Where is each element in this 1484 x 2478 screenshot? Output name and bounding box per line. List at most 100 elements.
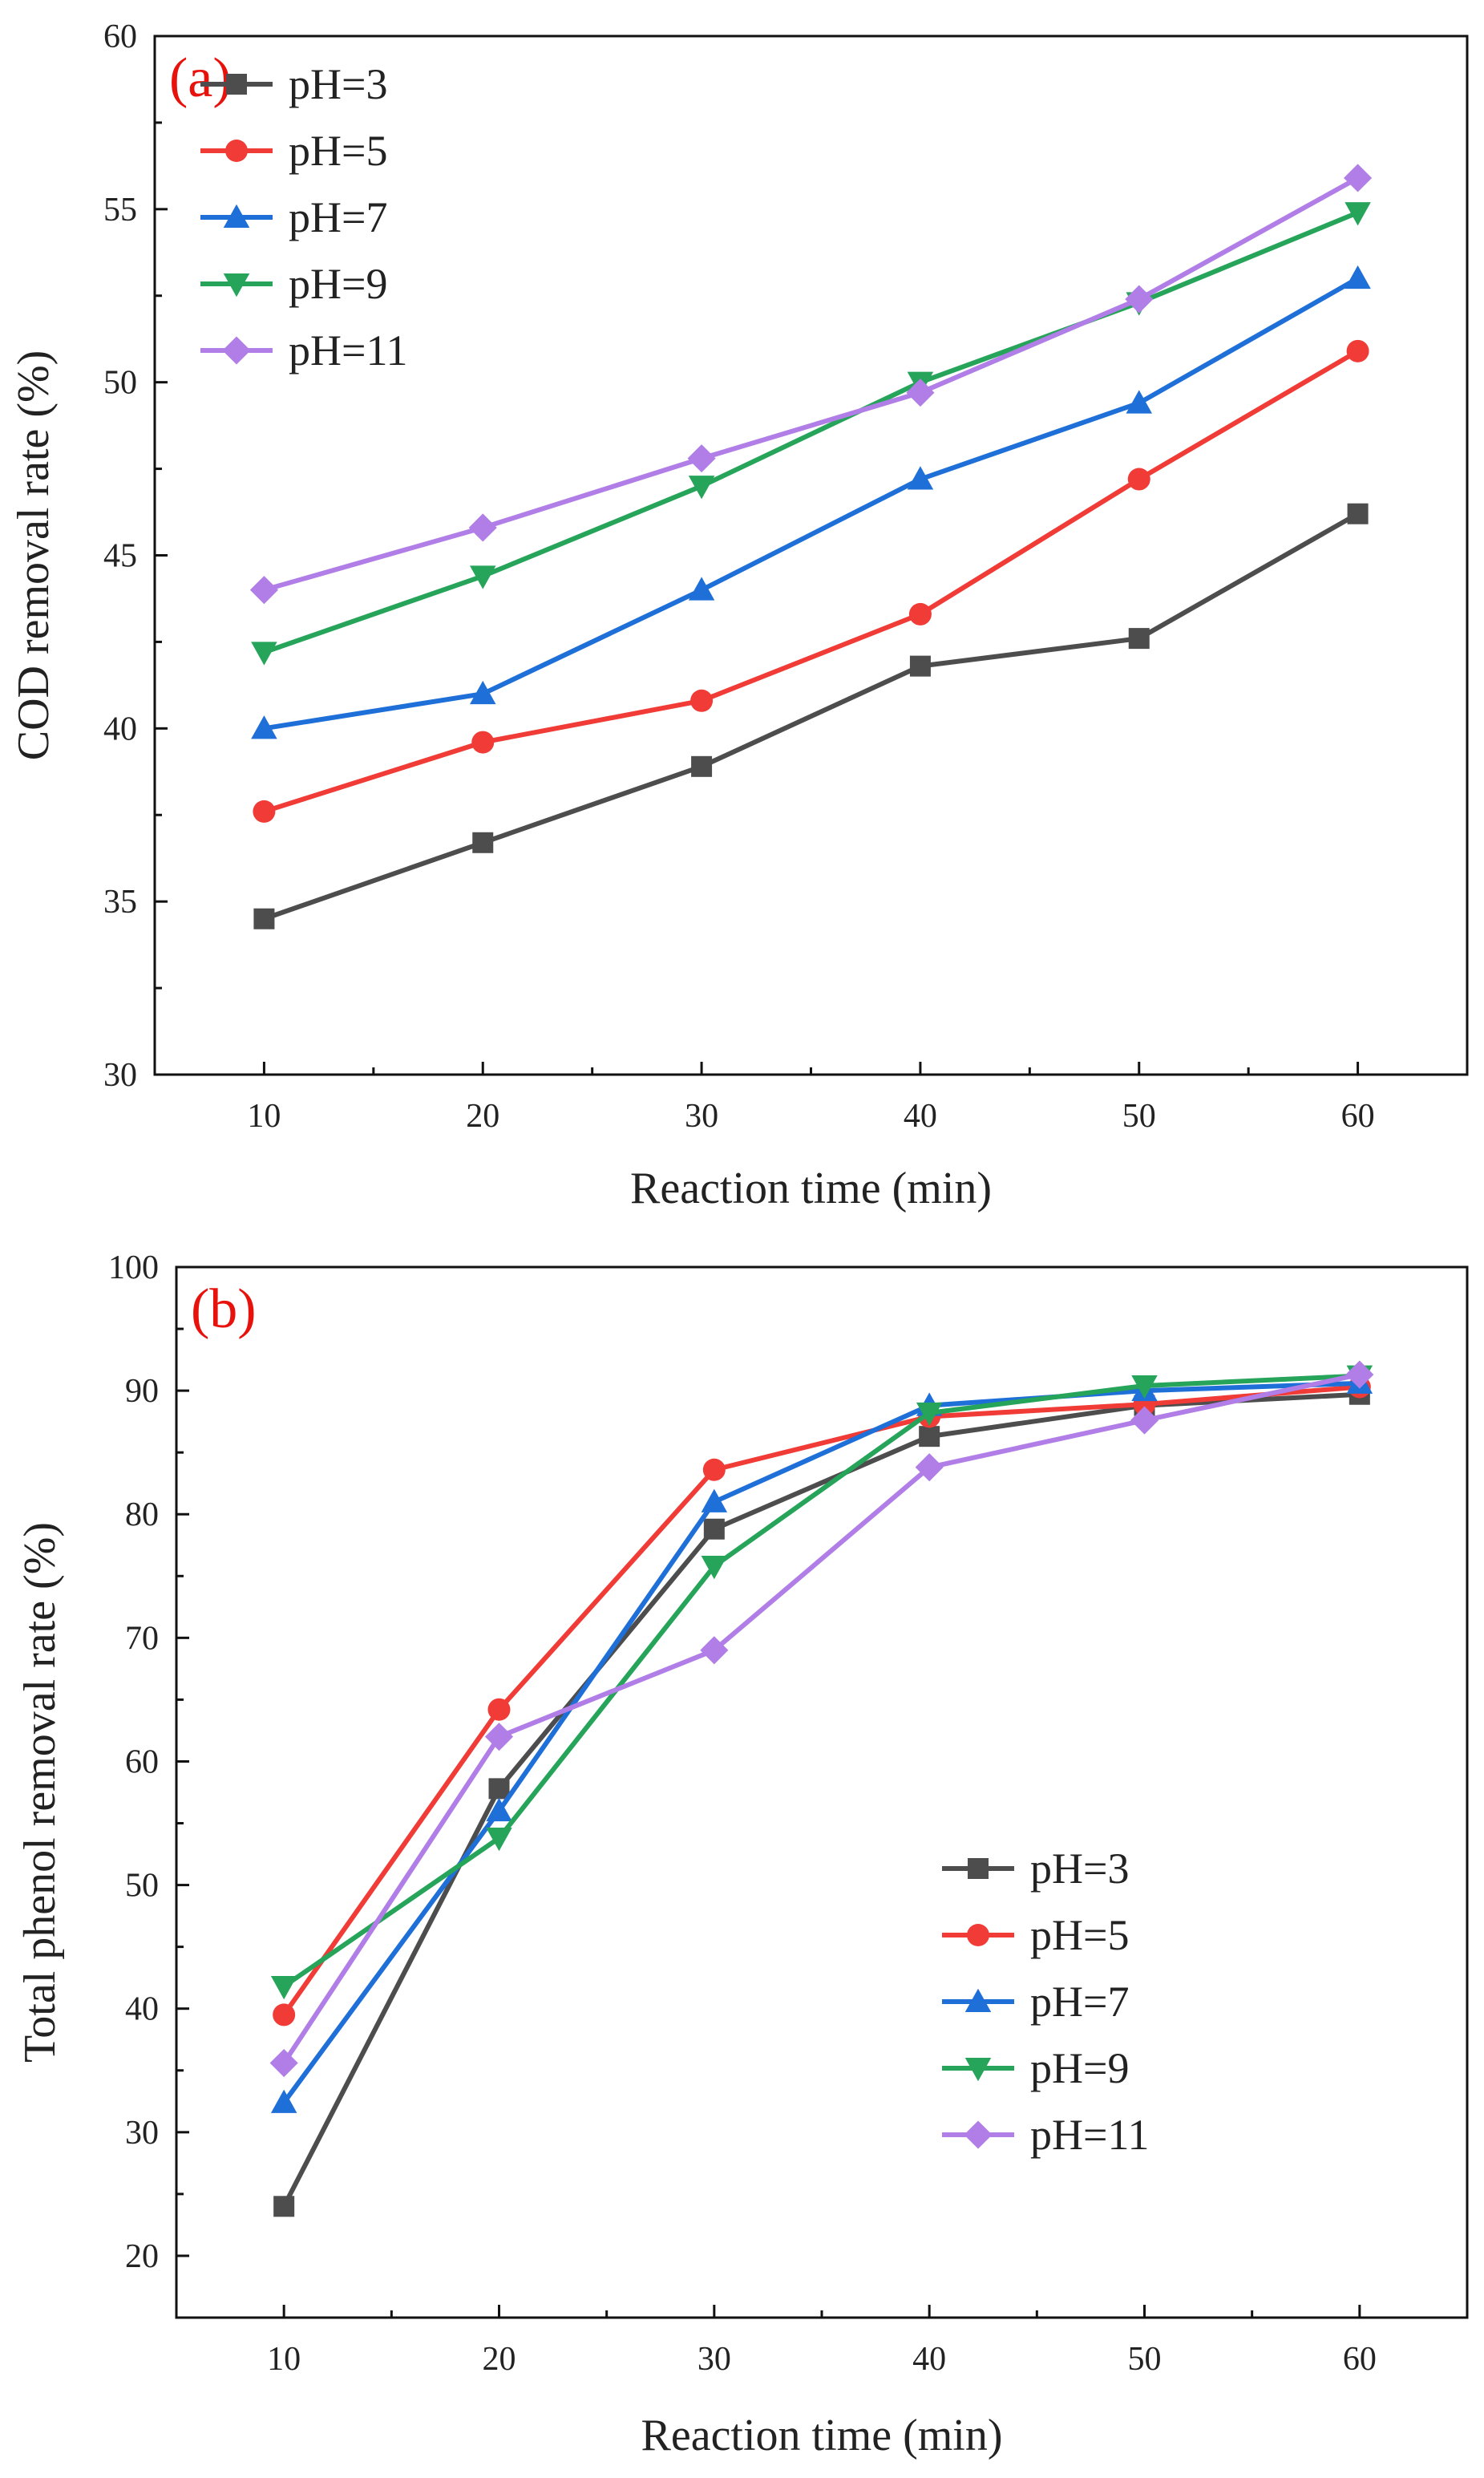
- legend-marker: [964, 2120, 993, 2149]
- series-pH=9: [270, 1365, 1373, 2000]
- data-point: [1127, 468, 1150, 491]
- data-point: [472, 832, 494, 853]
- x-tick-label: 10: [247, 1098, 281, 1135]
- data-point: [486, 1828, 512, 1852]
- x-tick-label: 40: [904, 1098, 937, 1135]
- legend-marker: [223, 273, 250, 298]
- data-point: [701, 1488, 728, 1512]
- data-point: [253, 908, 275, 929]
- x-tick-label: 30: [685, 1098, 718, 1135]
- series-line: [281, 1380, 1360, 2104]
- data-point: [1347, 503, 1369, 524]
- data-point: [273, 2196, 295, 2217]
- legend-label: pH=7: [289, 193, 387, 241]
- legend: pH=3 pH=5 pH=7 pH=9 pH=11: [942, 1844, 1149, 2159]
- panel-label: (a): [169, 47, 232, 109]
- x-tick-label: 60: [1343, 2341, 1377, 2378]
- data-point: [1131, 1375, 1158, 1399]
- y-tick-label: 60: [103, 18, 137, 55]
- series-line: [281, 1384, 1361, 2017]
- data-point: [915, 1453, 944, 1482]
- data-point: [251, 642, 277, 666]
- y-tick-label: 90: [125, 1373, 159, 1410]
- data-point: [249, 576, 278, 605]
- data-point: [687, 444, 716, 473]
- data-point: [486, 1797, 512, 1822]
- data-point: [1344, 265, 1371, 290]
- data-point: [251, 715, 277, 739]
- data-point: [690, 689, 714, 712]
- data-point: [907, 466, 934, 490]
- data-point: [468, 513, 497, 542]
- data-point: [700, 1636, 729, 1665]
- legend-marker: [967, 1924, 989, 1946]
- data-point: [270, 2089, 297, 2113]
- panel-label: (b): [191, 1278, 257, 1340]
- x-tick-label: 30: [698, 2341, 731, 2378]
- data-point: [269, 2048, 298, 2078]
- legend-label: pH=11: [289, 326, 407, 375]
- y-axis-title: Total phenol removal rate (%): [15, 1522, 65, 2063]
- x-tick-label: 20: [466, 1098, 499, 1135]
- x-tick-label: 50: [1128, 2341, 1162, 2378]
- series-pH=5: [253, 339, 1369, 823]
- series-pH=11: [269, 1360, 1374, 2078]
- legend-label: pH=5: [289, 127, 387, 175]
- data-point: [470, 565, 496, 589]
- legend-label: pH=3: [289, 60, 387, 108]
- series-line: [281, 1391, 1360, 2208]
- data-point: [273, 2003, 296, 2027]
- chart-panel-b: 10 20 30 40 50 60 20 30 40 50 60 70 80 90 100 Reaction …: [15, 1249, 1469, 2460]
- data-point: [906, 379, 935, 407]
- data-point: [1345, 1360, 1374, 1389]
- data-point: [908, 602, 932, 626]
- data-point: [1130, 1406, 1159, 1435]
- data-point: [1128, 628, 1150, 650]
- legend-label: pH=3: [1030, 1844, 1129, 1893]
- series-pH=11: [249, 164, 1373, 605]
- y-tick-label: 60: [125, 1743, 159, 1780]
- legend-marker: [225, 140, 248, 162]
- series-pH=3: [253, 503, 1369, 929]
- series-line: [263, 276, 1360, 731]
- y-tick-label: 100: [108, 1249, 159, 1286]
- y-tick-label: 80: [125, 1496, 159, 1533]
- legend-marker: [964, 2058, 992, 2082]
- series-line: [263, 210, 1359, 655]
- plot-frame: [175, 1265, 1469, 2319]
- y-tick-label: 20: [125, 2238, 159, 2275]
- y-tick-label: 35: [103, 884, 137, 921]
- x-tick-label: 60: [1341, 1098, 1375, 1135]
- x-axis-title: Reaction time (min): [641, 2411, 1003, 2460]
- series-line: [282, 1373, 1360, 1989]
- plot-frame: [153, 34, 1469, 1076]
- data-point: [484, 1723, 514, 1751]
- legend-marker: [226, 74, 247, 95]
- data-point: [488, 1778, 510, 1800]
- data-point: [688, 577, 715, 601]
- data-point: [1344, 164, 1373, 192]
- data-point: [270, 1975, 297, 2000]
- legend-label: pH=9: [289, 260, 387, 308]
- y-axis-title: COD removal rate (%): [9, 350, 59, 761]
- x-tick-label: 10: [267, 2341, 301, 2378]
- y-tick-label: 50: [103, 365, 137, 402]
- data-point: [703, 1518, 725, 1540]
- data-point: [691, 755, 713, 777]
- data-point: [909, 655, 931, 677]
- legend-marker: [968, 1858, 989, 1879]
- data-point: [487, 1698, 511, 1721]
- chart-panel-a: 10 20 30 40 50 60 30 35 40 45 50 55 60 Reaction time …: [9, 18, 1469, 1213]
- legend-label: pH=5: [1030, 1911, 1129, 1959]
- legend-label: pH=11: [1030, 2111, 1149, 2159]
- data-point: [688, 476, 715, 500]
- y-tick-label: 30: [103, 1057, 137, 1094]
- y-tick-label: 70: [125, 1620, 159, 1657]
- legend-marker: [964, 1988, 992, 2012]
- x-tick-label: 20: [483, 2341, 516, 2378]
- data-point: [701, 1555, 728, 1580]
- data-point: [1125, 285, 1154, 314]
- series-line: [281, 1372, 1361, 2065]
- data-point: [1344, 202, 1371, 226]
